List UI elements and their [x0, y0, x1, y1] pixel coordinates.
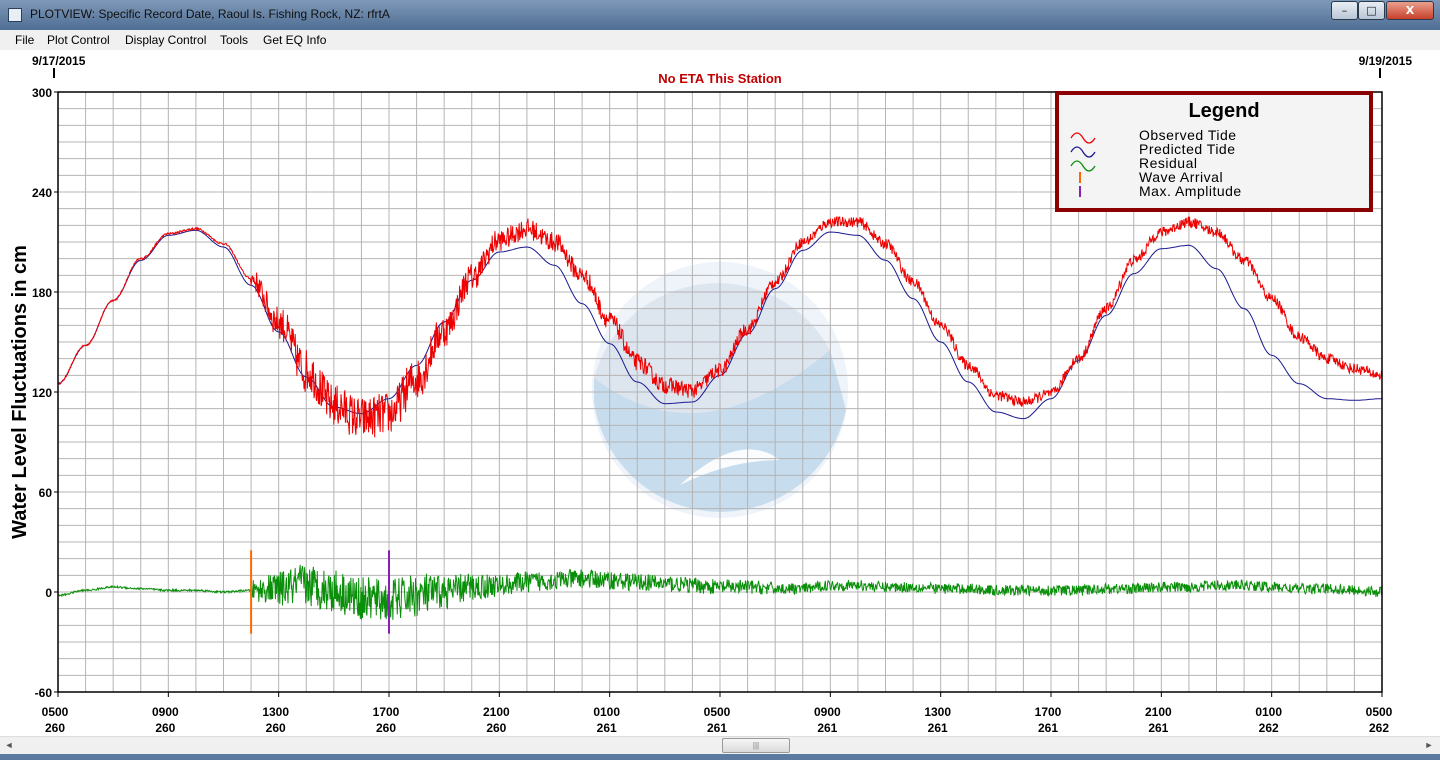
legend-swatch-observed-icon	[1070, 132, 1096, 144]
menu-display-control[interactable]: Display Control	[125, 33, 207, 47]
x-tick-time-label: 0900	[152, 705, 179, 719]
legend-swatch-residual-icon	[1070, 160, 1096, 172]
legend-label-wave-arrival: Wave Arrival	[1139, 169, 1223, 185]
tide-chart: -60 0 60 120 180 240 300 0500 260 0900 260 1300 260 1…	[9, 54, 1412, 735]
plot-area: -60 0 60 120 180 240 300 0500 260 0900 260 1300 260 1…	[0, 50, 1440, 736]
x-tick-time-label: 1700	[373, 705, 400, 719]
series-predicted-tide	[57, 229, 1382, 420]
horizontal-scrollbar[interactable]: ◄ ||| ►	[0, 736, 1440, 754]
chart-title: No ETA This Station	[658, 71, 782, 86]
x-tick-day-label: 261	[707, 721, 727, 735]
y-tick-label: 0	[45, 586, 52, 600]
legend-box	[1055, 91, 1373, 212]
x-tick-day-label: 261	[1148, 721, 1168, 735]
x-tick-time-label: 0500	[704, 705, 731, 719]
menu-tools[interactable]: Tools	[220, 33, 249, 47]
legend-label-observed: Observed Tide	[1139, 127, 1237, 143]
chart-legend	[1055, 91, 1373, 212]
x-tick-time-label: 1300	[262, 705, 289, 719]
scroll-left-arrow-icon[interactable]: ◄	[4, 740, 14, 750]
x-tick-day-label: 261	[817, 721, 837, 735]
x-tick-time-label: 2100	[483, 705, 510, 719]
x-tick-day-label: 262	[1369, 721, 1389, 735]
y-axis-label: Water Level Fluctuations in cm	[9, 245, 31, 539]
y-tick-label: 120	[32, 386, 52, 400]
x-tick-time-label: 0900	[814, 705, 841, 719]
y-tick-label: 240	[32, 186, 52, 200]
y-tick-label: 60	[39, 486, 53, 500]
legend-label-max-amplitude: Max. Amplitude	[1139, 183, 1242, 199]
date-end-label: 9/19/2015	[1359, 54, 1413, 68]
x-tick-day-label: 260	[486, 721, 506, 735]
menu-file[interactable]: File	[15, 33, 35, 47]
series-observed-tide	[57, 215, 1383, 438]
x-tick-day-label: 261	[928, 721, 948, 735]
x-tick-time-label: 1700	[1035, 705, 1062, 719]
menu-get-eq-info[interactable]: Get EQ Info	[263, 33, 327, 47]
x-tick-day-label: 261	[597, 721, 617, 735]
minimize-button[interactable]: –	[1331, 1, 1358, 20]
window-title: PLOTVIEW: Specific Record Date, Raoul Is…	[30, 7, 390, 21]
x-tick-day-label: 260	[155, 721, 175, 735]
date-start-label: 9/17/2015	[32, 54, 86, 68]
menu-plot-control[interactable]: Plot Control	[47, 33, 110, 47]
x-tick-time-label: 2100	[1145, 705, 1172, 719]
x-tick-time-label: 0500	[1366, 705, 1393, 719]
legend-title: Legend	[1188, 100, 1259, 122]
x-tick-day-label: 260	[376, 721, 396, 735]
y-tick-label: 180	[32, 286, 52, 300]
app-window-icon	[8, 8, 22, 22]
window-bottom-edge	[0, 754, 1440, 760]
y-tick-label: 300	[32, 86, 52, 100]
x-tick-day-label: 260	[45, 721, 65, 735]
x-tick-day-label: 262	[1259, 721, 1279, 735]
scroll-right-arrow-icon[interactable]: ►	[1424, 740, 1434, 750]
window-title-bar[interactable]: PLOTVIEW: Specific Record Date, Raoul Is…	[0, 0, 1440, 30]
x-tick-day-label: 261	[1038, 721, 1058, 735]
x-tick-time-label: 0500	[42, 705, 69, 719]
legend-swatch-predicted-icon	[1070, 146, 1096, 158]
series-residual	[57, 564, 1383, 620]
close-button[interactable]: X	[1386, 1, 1434, 20]
chart-text: -60 0 60 120 180 240 300 0500 260 0900 260 1300 260 1…	[9, 54, 1412, 735]
chart-axes	[53, 68, 1383, 697]
x-tick-day-label: 260	[266, 721, 286, 735]
x-tick-time-label: 1300	[924, 705, 951, 719]
legend-label-residual: Residual	[1139, 155, 1197, 171]
menu-bar: File Plot Control Display Control Tools …	[0, 30, 1440, 50]
legend-label-predicted: Predicted Tide	[1139, 141, 1236, 157]
maximize-button[interactable]: □	[1358, 1, 1385, 20]
x-tick-time-label: 0100	[1255, 705, 1282, 719]
scroll-thumb[interactable]: |||	[722, 738, 790, 753]
x-tick-time-label: 0100	[593, 705, 620, 719]
y-tick-label: -60	[35, 686, 53, 700]
chart-series	[57, 215, 1383, 634]
